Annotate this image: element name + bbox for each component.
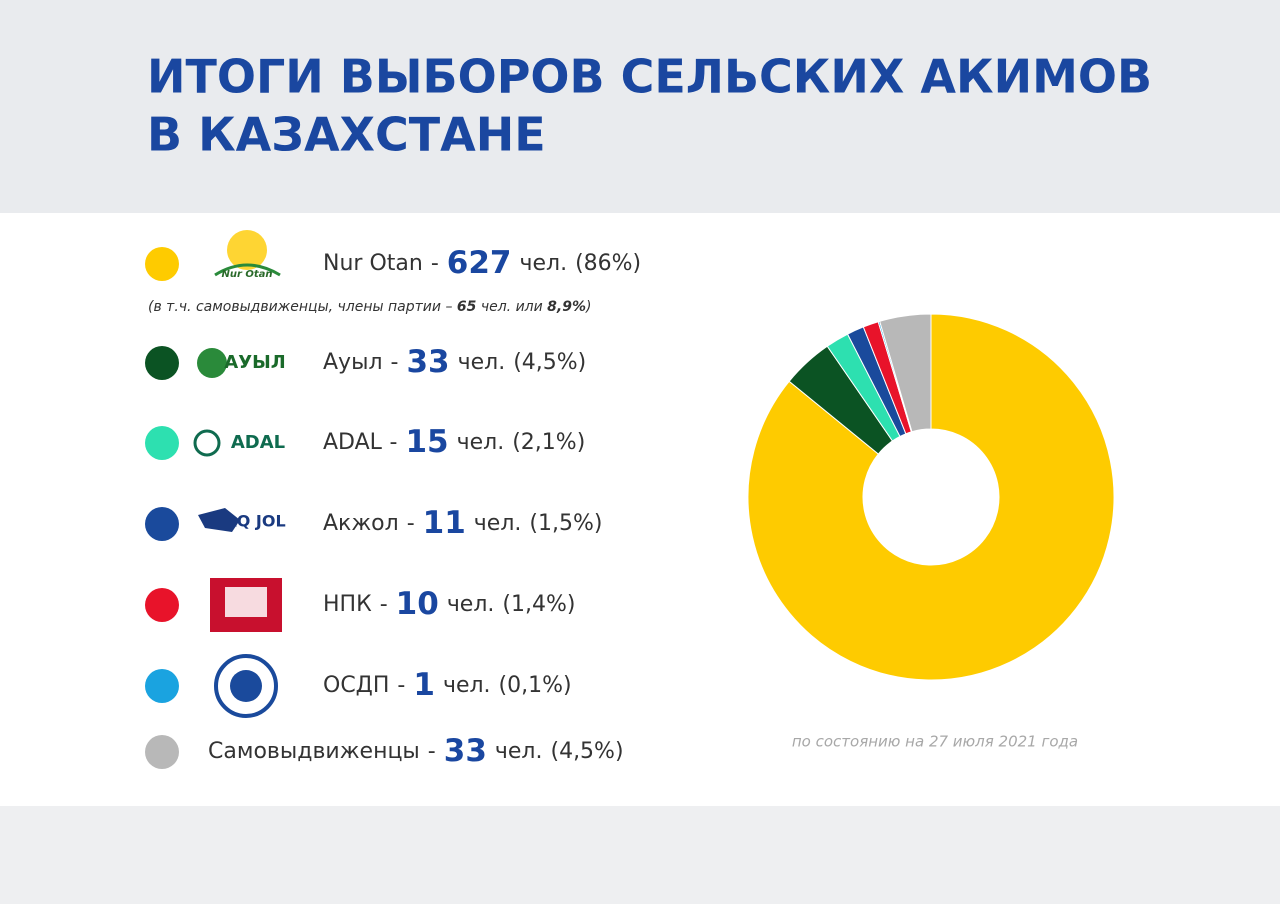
legend-count: 11 [423,505,466,541]
header-band [0,0,1280,213]
legend-share: (1,5%) [529,511,602,536]
party-logo: Nur Otan [214,230,281,280]
legend-swatch [145,588,179,622]
legend-label: Самовыдвиженцы [208,739,420,764]
legend-unit: чел. [447,592,495,617]
legend-label: Акжол [323,511,399,536]
logo-hills [214,263,281,277]
legend-share: (0,1%) [499,673,572,698]
legend-count: 1 [413,667,435,703]
legend-share: (2,1%) [512,430,585,455]
party-logo [214,654,278,718]
footnote: по состоянию на 27 июля 2021 года [792,733,1078,751]
legend-count: 10 [396,586,439,622]
chart-subtitle: В КАЗАХСТАНЕ [147,108,546,162]
party-logo [210,578,282,632]
logo-emblem [197,348,227,378]
logo-rose [230,670,262,702]
legend-count: 627 [447,245,512,281]
party-logo: АУЫЛ [196,343,296,383]
legend-separator: - [380,592,388,617]
legend-label: Nur Otan [323,251,423,276]
legend-swatch [145,247,179,281]
legend-entry: ADAL -15 чел. (2,1%) [323,424,585,460]
legend-label: ADAL [323,430,383,455]
legend-share: (1,4%) [502,592,575,617]
legend-share: (4,5%) [513,350,586,375]
donut-slice [747,313,1115,681]
legend-unit: чел. [443,673,491,698]
note-part: чел. или [476,299,547,315]
legend-label: Ауыл [323,350,383,375]
legend-entry: Акжол -11 чел. (1,5%) [323,505,602,541]
logo-fists [225,587,267,617]
legend-label: ОСДП [323,673,389,698]
logo-text: ADAL [231,432,285,453]
note-part: ) [585,299,591,315]
legend-separator: - [428,739,436,764]
legend-entry: НПК -10 чел. (1,4%) [323,586,575,622]
note-part: 8,9% [547,299,586,315]
logo-flower [193,429,221,457]
legend-entry: Ауыл -33 чел. (4,5%) [323,344,586,380]
legend-share: (4,5%) [550,739,623,764]
legend-count: 33 [406,344,449,380]
legend-swatch [145,346,179,380]
logo-map [198,508,240,532]
logo-text: AQ JOL [224,512,285,531]
legend-swatch [145,507,179,541]
legend-count: 33 [444,733,487,769]
legend-count: 15 [405,424,448,460]
legend-separator: - [391,350,399,375]
legend-unit: чел. [457,430,505,455]
note-part: (в т.ч. самовыдвиженцы, члены партии – [148,299,457,315]
note: (в т.ч. самовыдвиженцы, члены партии – 6… [148,299,591,315]
party-logo: ADAL [193,429,285,457]
legend-unit: чел. [474,511,522,536]
legend-entry: ОСДП -1 чел. (0,1%) [323,667,572,703]
legend-separator: - [390,430,398,455]
footer-band [0,806,1280,904]
legend-entry: Nur Otan -627 чел. (86%) [323,245,641,281]
legend-separator: - [431,251,439,276]
party-logo: AQ JOL [198,508,286,532]
logo-text: Nur Otan [221,269,272,280]
legend-swatch [145,426,179,460]
legend-label: НПК [323,592,372,617]
legend-share: (86%) [575,251,641,276]
chart-title: ИТОГИ ВЫБОРОВ СЕЛЬСКИХ АКИМОВ [147,50,1152,104]
legend-unit: чел. [519,251,567,276]
legend-separator: - [397,673,405,698]
legend-unit: чел. [495,739,543,764]
legend-entry: Самовыдвиженцы -33 чел. (4,5%) [208,733,624,769]
legend-unit: чел. [458,350,506,375]
logo-sun [227,230,267,270]
legend-swatch [145,735,179,769]
donut-slice [879,313,932,433]
logo-text: АУЫЛ [224,352,285,373]
note-part: 65 [457,299,477,315]
legend-swatch [145,669,179,703]
legend-separator: - [407,511,415,536]
